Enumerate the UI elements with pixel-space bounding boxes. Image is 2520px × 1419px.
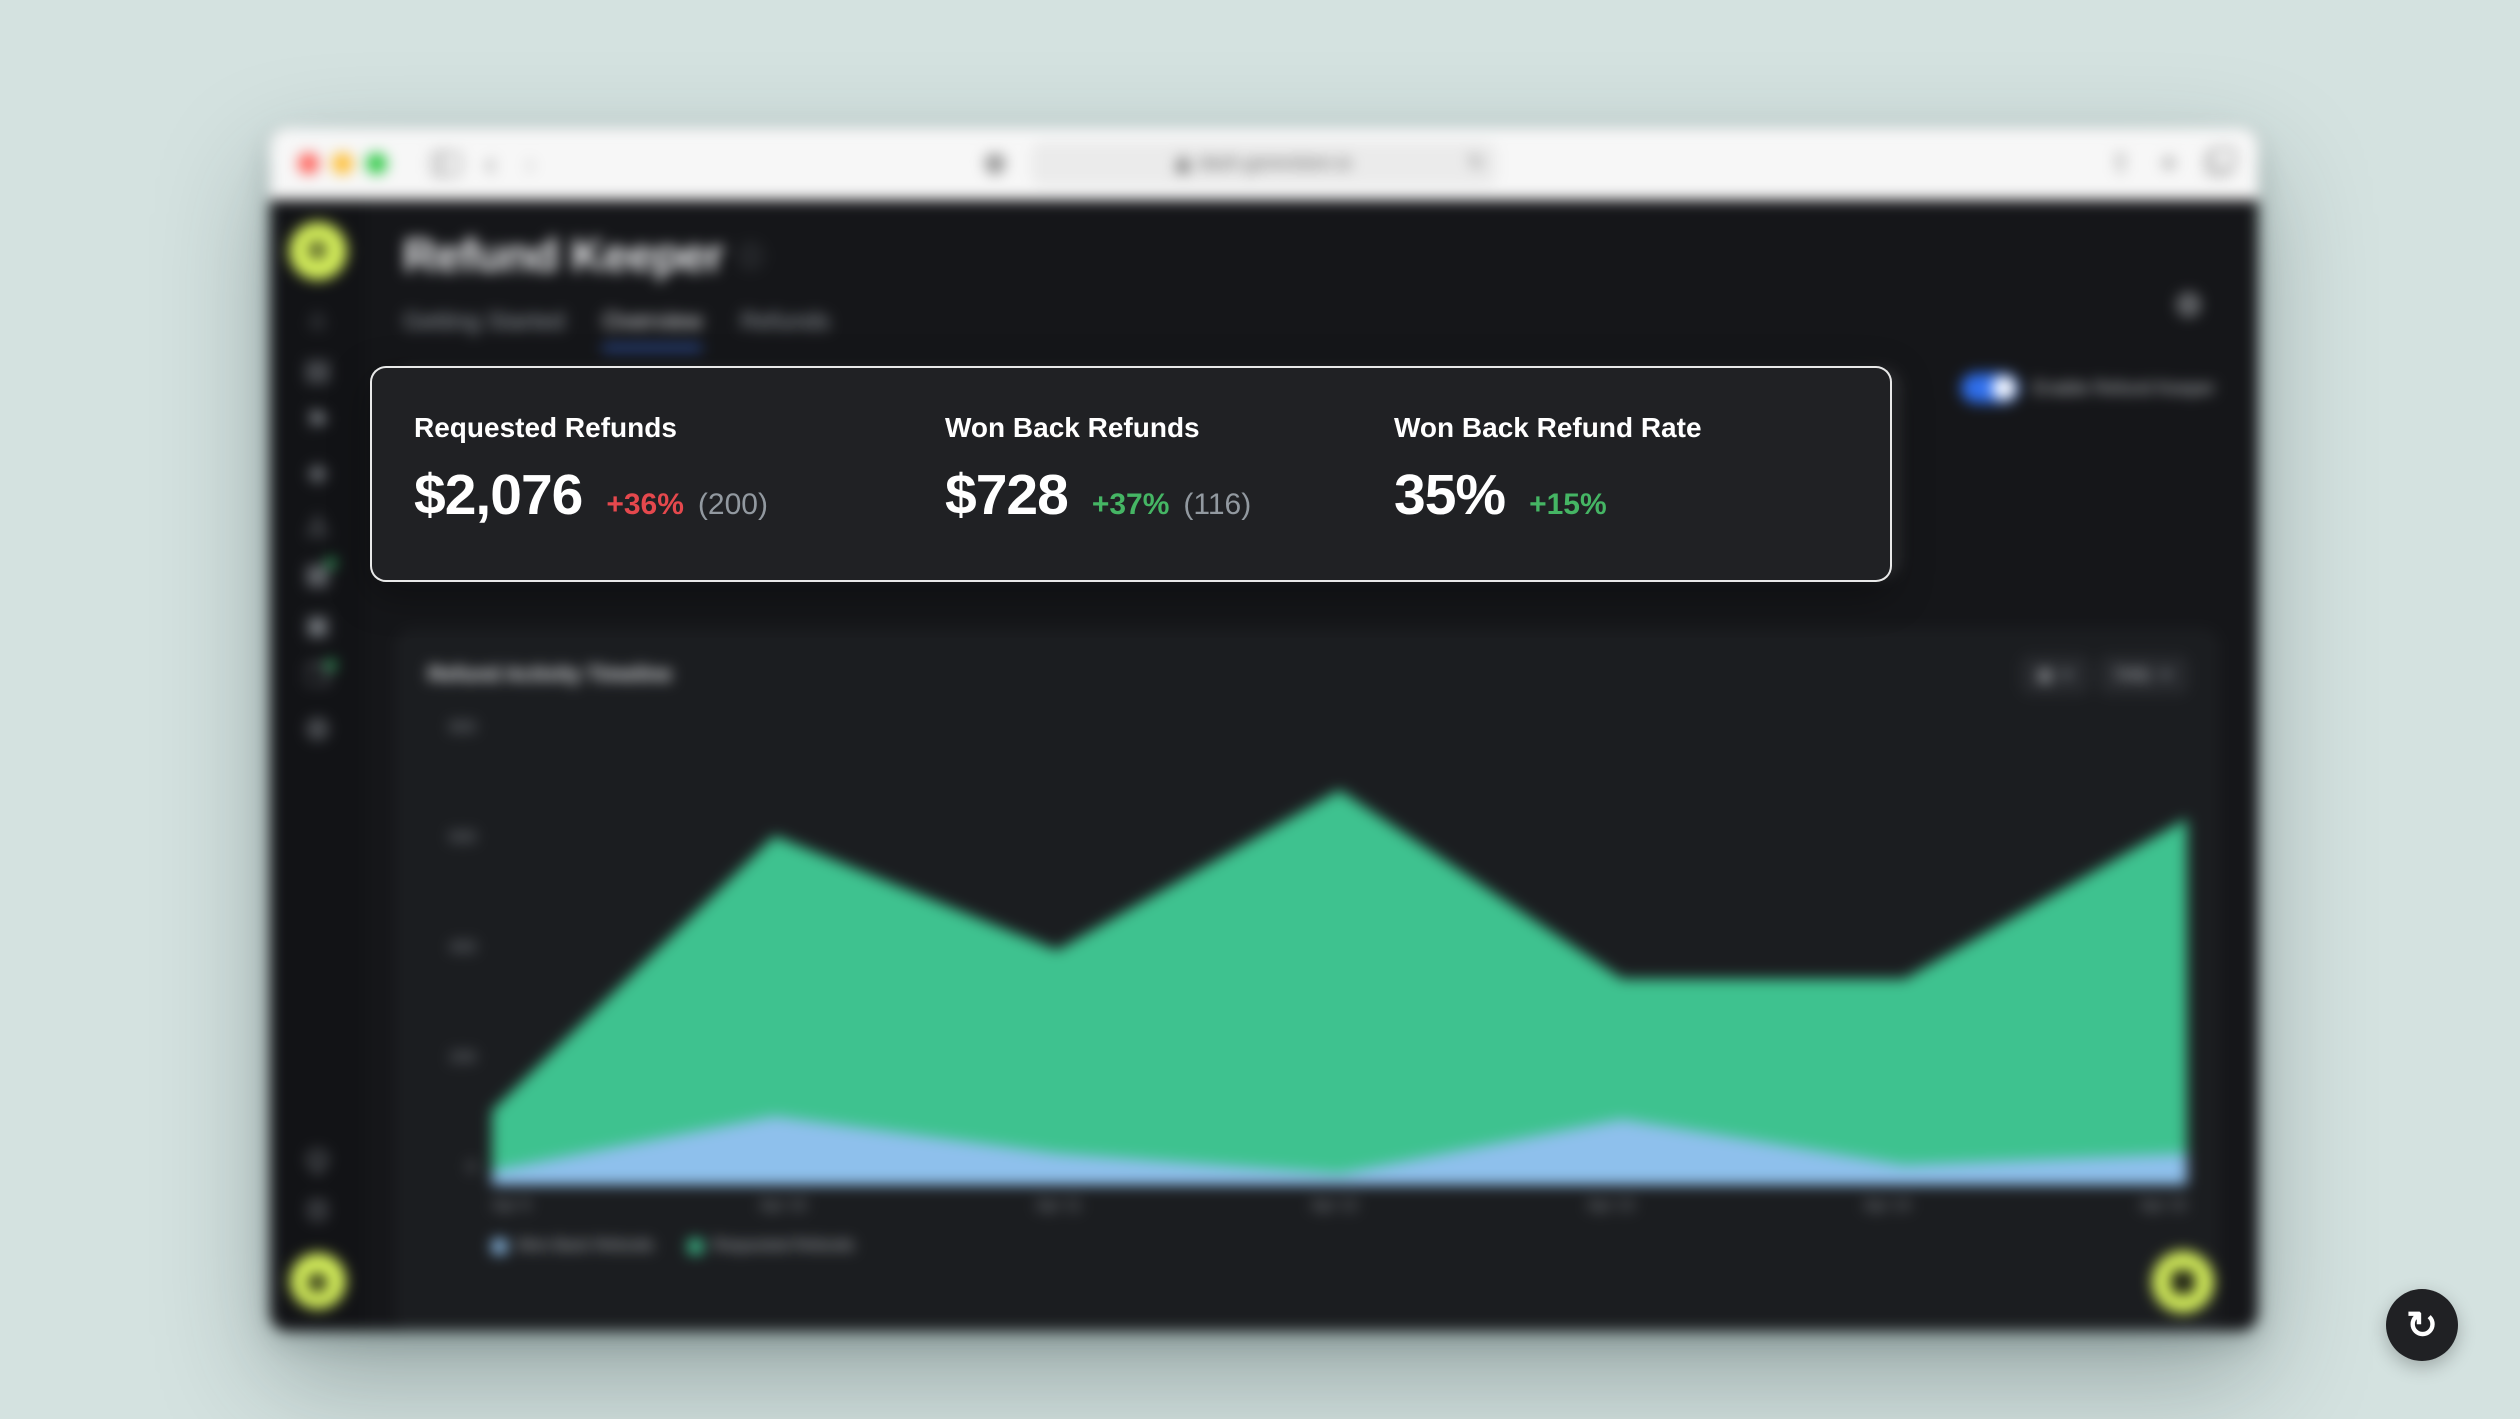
refund-activity-panel: Refund Activity Timeline ▦ Daily	[397, 630, 2218, 1331]
stat-count: (116)	[1183, 488, 1252, 521]
tab-refunds[interactable]: Refunds	[740, 308, 830, 335]
tab-overview[interactable]: Overview	[602, 308, 703, 350]
y-axis-labels: 800 600 400 200 0	[428, 719, 492, 1177]
traffic-lights	[298, 153, 387, 174]
share-icon[interactable]: ⇧	[2109, 148, 2132, 178]
forward-icon[interactable]: ›	[524, 144, 536, 183]
y-tick-label: 0	[467, 1159, 476, 1176]
tab-getting-started[interactable]: Getting Started	[403, 308, 565, 335]
flag-icon[interactable]: ⚑	[305, 406, 330, 436]
stat-label: Won Back Refund Rate	[1394, 412, 1702, 443]
x-tick-label: Apr 14	[1863, 1197, 1911, 1214]
stat-delta: +37%	[1091, 488, 1170, 521]
y-tick-label: 600	[449, 829, 476, 846]
funnel-icon[interactable]: ◬	[307, 508, 328, 538]
chart-legend: Won Back Refunds Requested Refunds	[492, 1237, 2187, 1255]
page-title: Refund Keeper	[403, 229, 724, 281]
stat-label: Requested Refunds	[414, 412, 677, 443]
brand-logo: ↻	[2386, 1289, 2458, 1361]
x-tick-label: Apr 11	[1035, 1197, 1082, 1214]
legend-item: Won Back Refunds	[492, 1237, 654, 1255]
chevron-down-icon	[2160, 671, 2172, 679]
chevron-down-icon	[2061, 671, 2074, 679]
campaigns-icon[interactable]: ◈	[307, 457, 328, 487]
close-window-button[interactable]	[298, 153, 319, 174]
x-tick-label: Apr 15	[2139, 1197, 2187, 1214]
sidebar-icon-list: ⌂ ▤ ⚑ ◈ ◬ ▦ ▣ ❐ ◍	[304, 304, 337, 742]
minimize-window-button[interactable]	[332, 153, 353, 174]
lightbulb-icon[interactable]: Ϙ	[306, 1145, 328, 1175]
lock-icon	[1177, 156, 1190, 172]
x-tick-label: Apr 13	[1587, 1197, 1635, 1214]
legend-label: Won Back Refunds	[517, 1237, 654, 1254]
y-tick-label: 400	[449, 939, 476, 956]
app-logo[interactable]: ✳	[288, 222, 347, 280]
enable-toggle-row: Enable Refund Keeper	[1960, 373, 2215, 403]
stat-value: $2,076	[414, 463, 583, 527]
zoom-window-button[interactable]	[366, 153, 387, 174]
analytics-icon[interactable]: ▤	[304, 355, 331, 385]
stat-delta: +15%	[1529, 488, 1607, 521]
stat-requested-refunds: Requested Refunds $2,076 +36% (200)	[414, 412, 945, 580]
avatar[interactable]: ☻	[289, 1253, 346, 1309]
info-icon[interactable]: ⓘ	[737, 241, 764, 272]
stat-won-back-refunds: Won Back Refunds $728 +37% (116)	[945, 412, 1394, 580]
toolbar-right: ⇧ +	[2109, 145, 2235, 182]
x-axis-labels: Apr 9 Apr 10 Apr 11 Apr 12 Apr 13 Apr 14 Apr 1…	[492, 1197, 2187, 1215]
refund-area-chart	[492, 790, 2187, 1185]
browser-sidebar-icon[interactable]	[431, 151, 461, 176]
enable-refund-keeper-toggle[interactable]	[1960, 373, 2019, 403]
stat-label: Won Back Refunds	[945, 412, 1200, 443]
tab-bar: Getting Started Overview Refunds	[403, 308, 2218, 350]
dashboard-icon[interactable]: ⌂	[309, 304, 326, 334]
record-button[interactable]	[2152, 1251, 2214, 1313]
chart-plot	[492, 727, 2187, 1185]
notifications-icon[interactable]: Ʊ	[307, 1196, 328, 1226]
globe-icon[interactable]: ◍	[305, 712, 330, 742]
interval-dropdown[interactable]: Daily	[2100, 657, 2187, 693]
stat-value: 35%	[1394, 463, 1506, 527]
panel-title: Refund Activity Timeline	[428, 663, 672, 686]
privacy-shield-icon[interactable]	[984, 152, 1006, 176]
address-bar[interactable]: dash.gorevision.io ↻	[1031, 142, 1497, 186]
billing-icon[interactable]: ▦	[305, 558, 337, 588]
x-tick-label: Apr 12	[1310, 1197, 1358, 1214]
notification-dot	[326, 558, 337, 568]
y-tick-label: 200	[449, 1049, 476, 1066]
documents-icon[interactable]: ❐	[305, 660, 336, 690]
new-tab-icon[interactable]: +	[2159, 145, 2178, 181]
browser-toolbar: ‹ › dash.gorevision.io ↻ ⇧ +	[270, 128, 2258, 200]
products-icon[interactable]: ▣	[304, 610, 331, 640]
stat-delta: +36%	[606, 488, 684, 521]
legend-swatch-icon	[492, 1238, 507, 1254]
back-icon[interactable]: ‹	[485, 144, 497, 183]
toggle-label: Enable Refund Keeper	[2032, 377, 2215, 398]
stat-value: $728	[945, 463, 1069, 527]
url-text: dash.gorevision.io	[1198, 153, 1352, 174]
legend-label: Requested Refunds	[712, 1237, 855, 1254]
notification-dot	[325, 660, 336, 670]
browser-window: ‹ › dash.gorevision.io ↻ ⇧ +	[270, 128, 2258, 1331]
tab-overview-icon[interactable]	[2206, 147, 2235, 175]
stat-count: (200)	[697, 488, 768, 521]
x-tick-label: Apr 10	[759, 1197, 807, 1214]
settings-gear-icon[interactable]: ⚙	[2174, 287, 2203, 323]
chart-type-dropdown[interactable]: ▦	[2022, 657, 2089, 693]
stat-won-back-refund-rate: Won Back Refund Rate 35% +15%	[1394, 412, 1702, 580]
reload-icon[interactable]: ↻	[1468, 152, 1485, 174]
x-tick-label: Apr 9	[492, 1197, 531, 1214]
y-tick-label: 800	[449, 719, 476, 736]
legend-item: Requested Refunds	[687, 1237, 855, 1255]
legend-swatch-icon	[687, 1238, 703, 1254]
chart-controls: ▦ Daily	[2022, 657, 2187, 693]
stats-card: Requested Refunds $2,076 +36% (200) Won …	[370, 366, 1892, 582]
